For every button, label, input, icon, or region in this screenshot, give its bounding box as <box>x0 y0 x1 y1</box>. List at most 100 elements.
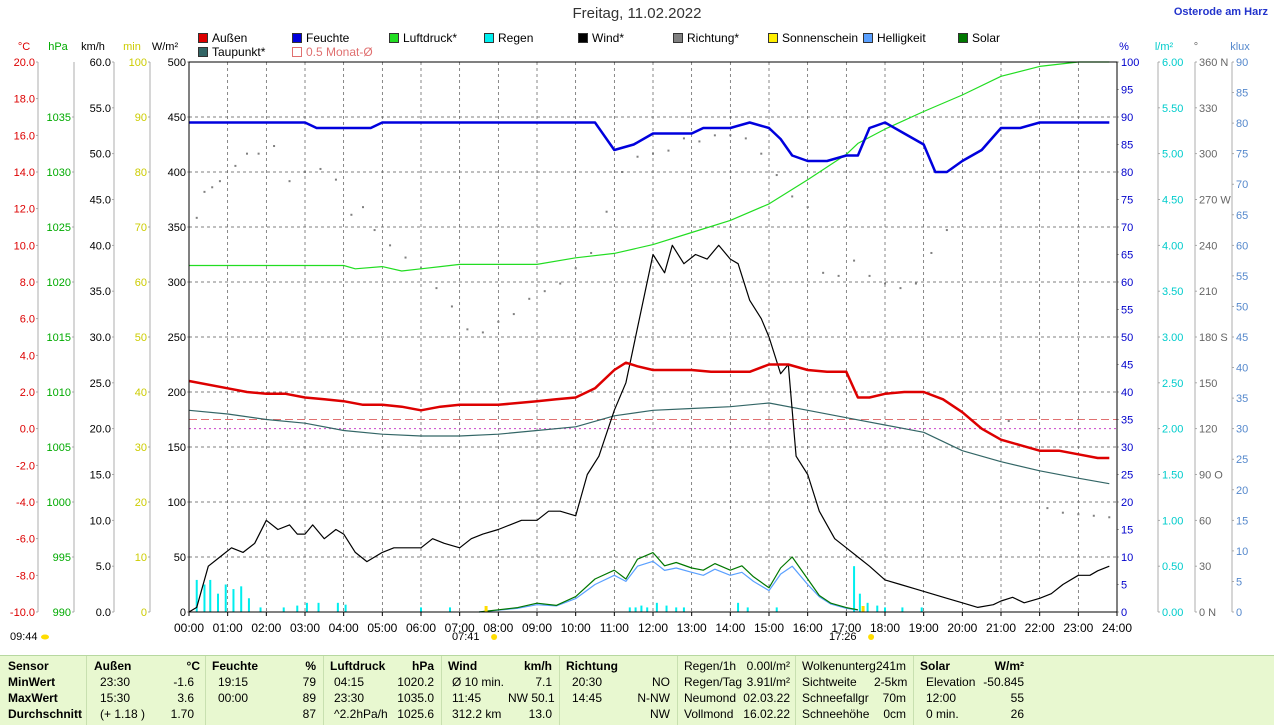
x-tick-label: 01:00 <box>213 621 243 635</box>
axis-tick-label: 10 <box>1121 552 1133 564</box>
stats-cell: 12:00 <box>926 691 957 705</box>
direction-point <box>945 229 948 232</box>
axis-tick-label: 5 <box>1121 580 1127 592</box>
axis-tick-label: 4.00 <box>1162 240 1183 252</box>
axis-tick-label: 35 <box>1121 415 1133 427</box>
axis-tick-label: 300 <box>1199 149 1217 161</box>
direction-point <box>1007 420 1010 423</box>
direction-point <box>868 274 871 277</box>
axis-tick-label: 1005 <box>47 442 71 454</box>
legend-swatch <box>292 47 302 57</box>
axis-tick-label: 6.0 <box>20 314 35 326</box>
series-line-helligkeit <box>478 560 858 613</box>
axis-tick-label: 50 <box>1121 332 1133 344</box>
x-tick-label: 13:00 <box>677 621 707 635</box>
stats-cell: 89 <box>302 691 316 705</box>
axis-tick-label: 10 <box>1236 546 1248 558</box>
stats-cell: 19:15 <box>218 675 249 689</box>
x-tick-label: 21:00 <box>986 621 1016 635</box>
stats-unit: W/m² <box>994 659 1024 673</box>
axis-unit-label: °C <box>18 41 30 53</box>
axis-tick-label: 15.0 <box>90 470 111 482</box>
stats-cell: 312.2 km <box>452 707 502 721</box>
axis-tick-label: 55 <box>1121 305 1133 317</box>
axis-tick-label: 3.50 <box>1162 286 1183 298</box>
stats-cell: 70m <box>882 691 906 705</box>
legend-label: Feuchte <box>306 31 350 45</box>
stats-richtung: Richtung 20:30 NO 14:45 N-NW NW <box>566 658 670 722</box>
stats-head: Feuchte <box>212 659 259 673</box>
axis-tick-label: 10.0 <box>90 515 111 527</box>
stats-solar: Solar W/m² Elevation -50.845 12:00 55 0 min… <box>920 658 1024 722</box>
stats-cell: 23:30 <box>334 691 365 705</box>
stats-head: Außen <box>94 659 132 673</box>
axis-tick-label: 85 <box>1236 88 1248 100</box>
axis-tick-label: 2.00 <box>1162 424 1183 436</box>
direction-point <box>914 282 917 285</box>
stats-cell: ^2.2hPa/h <box>334 707 388 721</box>
axis-tick-label: 330 <box>1199 103 1217 115</box>
direction-point <box>574 267 577 270</box>
axis-tick-label: 80 <box>135 167 147 179</box>
axis-tick-label: 1000 <box>47 497 71 509</box>
direction-point <box>203 190 206 193</box>
direction-point <box>450 305 453 308</box>
direction-point <box>744 137 747 140</box>
axis-tick-label: 0.0 <box>20 424 35 436</box>
axis-tick-label: 30.0 <box>90 332 111 344</box>
sunrise-sun-icon <box>491 634 498 640</box>
legend-item: 0.5 Monat-Ø <box>292 45 373 59</box>
x-tick-label: 16:00 <box>793 621 823 635</box>
direction-point <box>543 290 546 293</box>
axis-tick-label: 65 <box>1121 250 1133 262</box>
series-line-feuchte <box>189 121 1110 174</box>
axis-tick-label: 75 <box>1121 195 1133 207</box>
legend-item: Außen <box>198 31 247 45</box>
rain-bar <box>920 607 923 612</box>
axis-tick-label: 0.00 <box>1162 607 1183 619</box>
rain-bar <box>746 607 749 612</box>
axis-tick-label: 10 <box>135 552 147 564</box>
axis-tick-label: 40 <box>1121 387 1133 399</box>
axis-tick-label: -8.0 <box>16 570 35 582</box>
direction-point <box>1077 513 1080 516</box>
axis-tick-label: 60 <box>1121 277 1133 289</box>
stats-label: MaxWert <box>8 691 58 705</box>
legend-swatch <box>389 33 399 43</box>
axis-tick-label: 1015 <box>47 332 71 344</box>
stats-cell: NW <box>650 707 670 721</box>
axis-tick-label: 8.0 <box>20 277 35 289</box>
direction-point <box>435 287 438 290</box>
axis-tick-label: 60 <box>135 277 147 289</box>
axis-tick-label: 15 <box>1236 515 1248 527</box>
rain-bar <box>866 602 869 612</box>
axis-tick-label: 50 <box>135 332 147 344</box>
axis-tick-label: 45 <box>1236 332 1248 344</box>
direction-point <box>652 152 654 155</box>
stats-unit: °C <box>186 659 200 673</box>
rain-bar <box>259 607 262 612</box>
rain-bar <box>240 586 243 612</box>
stats-cell: 00:00 <box>218 691 249 705</box>
legend-label: Richtung* <box>687 31 740 45</box>
sunrise-time: 07:41 <box>452 631 480 643</box>
direction-point <box>350 213 353 216</box>
axis-tick-label: 90 <box>1121 112 1133 124</box>
legend-swatch <box>292 33 302 43</box>
legend-item: Sonnenschein <box>768 31 858 45</box>
axis-tick-label: 30 <box>135 442 147 454</box>
stats-cell: 13.0 <box>528 707 552 721</box>
x-tick-label: 18:00 <box>870 621 900 635</box>
stats-cell: 1025.6 <box>397 707 434 721</box>
stats-unit: km/h <box>523 659 552 673</box>
axis-tick-label: 1025 <box>47 222 71 234</box>
direction-point <box>195 216 198 219</box>
direction-point <box>682 137 685 140</box>
direction-point <box>497 320 500 323</box>
stats-cell: 0.00l/m² <box>746 659 790 673</box>
legend-label: 0.5 Monat-Ø <box>306 45 373 59</box>
axis-tick-label: 25 <box>1121 470 1133 482</box>
direction-point <box>389 244 392 247</box>
plot-frame <box>188 61 1118 613</box>
direction-point <box>1061 511 1064 514</box>
